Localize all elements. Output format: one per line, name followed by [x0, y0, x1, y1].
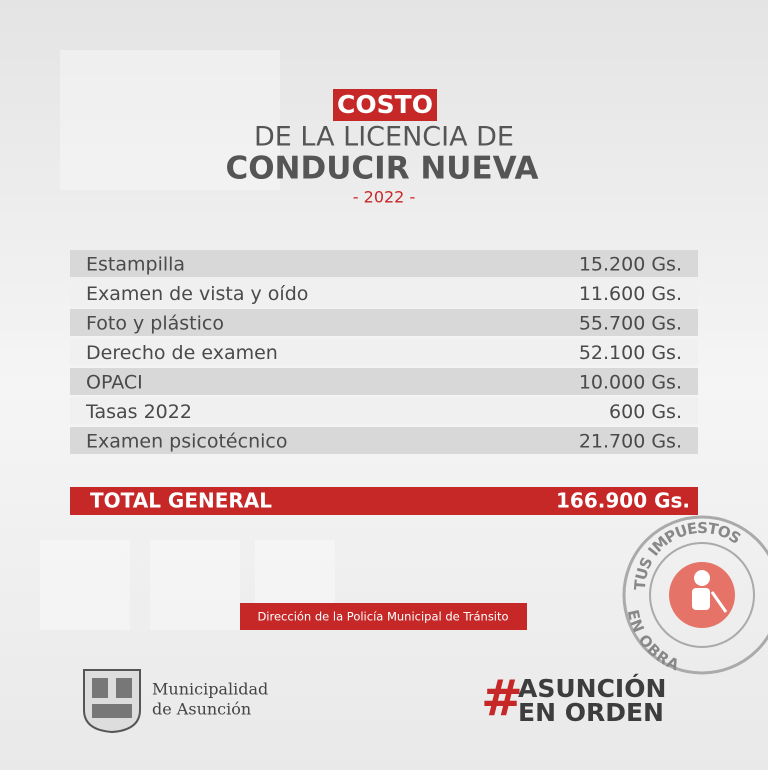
row-value: 11.600 Gs.: [579, 283, 682, 305]
total-bar: [70, 487, 698, 515]
row-label: Examen psicotécnico: [86, 431, 287, 453]
header-title: DE LA LICENCIA DE: [254, 122, 514, 153]
row-bg: [70, 279, 698, 307]
source: Dirección de la Policía Municipal de Trá…: [257, 610, 508, 624]
row-label: OPACI: [86, 372, 143, 394]
row-value: 600 Gs.: [609, 401, 682, 423]
row-label: Estampilla: [86, 254, 185, 276]
logo-text: Municipalidad: [152, 680, 268, 699]
label-box: [333, 89, 437, 121]
total-value: 166.900 Gs.: [556, 489, 690, 513]
hashtag-text: ASUNCIÓN: [518, 673, 666, 703]
row-bg: [70, 250, 698, 277]
price-table: Estampilla 15.200 Gs. Examen de vista y oí…: [70, 250, 698, 454]
logo: [83, 669, 141, 734]
row-label: Tasas 2022: [85, 401, 192, 423]
row-value: 55.700 Gs.: [579, 313, 682, 335]
row-value: 21.700 Gs.: [579, 431, 682, 453]
header-label: COSTO: [337, 90, 433, 119]
row-bg: [70, 427, 698, 454]
row-bg: [70, 338, 698, 366]
row-bg: [70, 309, 698, 336]
row-value: 10.000 Gs.: [579, 372, 682, 394]
row-label: Examen de vista y oído: [86, 283, 308, 305]
hashtag-symbol: #: [481, 670, 523, 728]
row-bg: [70, 368, 698, 395]
header-year: - 2022 -: [353, 188, 415, 207]
source-box: [240, 603, 527, 630]
total-label: TOTAL GENERAL: [90, 489, 272, 513]
header-title: CONDUCIR NUEVA: [225, 151, 538, 187]
row-label: Foto y plástico: [86, 313, 224, 335]
logo-text: de Asunción: [152, 700, 251, 719]
row-value: 15.200 Gs.: [579, 254, 682, 276]
row-label: Derecho de examen: [86, 342, 278, 364]
row-bg: [70, 397, 698, 425]
row-value: 52.100 Gs.: [579, 342, 682, 364]
hashtag-text: EN ORDEN: [518, 698, 664, 727]
